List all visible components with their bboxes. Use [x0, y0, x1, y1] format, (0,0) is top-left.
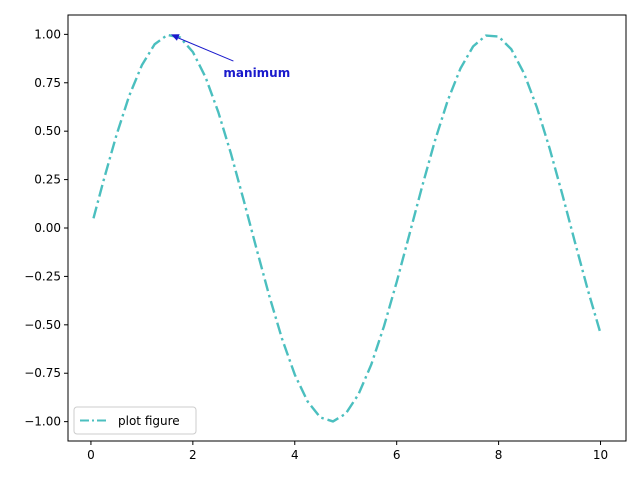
x-tick-label: 4	[291, 448, 299, 462]
x-tick-label: 8	[495, 448, 503, 462]
annotation-arrow-head	[170, 34, 180, 41]
legend-box	[73, 406, 197, 435]
x-tick-label: 6	[393, 448, 401, 462]
legend-label: plot figure	[118, 414, 180, 428]
y-tick-label: −0.75	[24, 366, 61, 380]
x-tick-label: 2	[189, 448, 197, 462]
y-tick-label: −0.50	[24, 318, 61, 332]
annotation-layer: manimum	[170, 34, 290, 80]
y-tick-label: 0.75	[34, 76, 61, 90]
legend: plot figure	[73, 406, 197, 435]
y-tick-label: 0.50	[34, 124, 61, 138]
annotation-arrow-line	[176, 36, 234, 62]
x-axis: 0 2 4 6 8 10	[87, 441, 608, 462]
y-tick-label: −1.00	[24, 415, 61, 429]
annotation-label: manimum	[223, 66, 290, 80]
y-tick-label: 0.00	[34, 221, 61, 235]
plot-area	[68, 15, 626, 441]
y-axis: −1.00 −0.75 −0.50 −0.25 0.00 0.25 0.50 0.75 1.00	[24, 27, 68, 429]
x-tick-label: 0	[87, 448, 95, 462]
y-tick-label: −0.25	[24, 269, 61, 283]
x-tick-label: 10	[593, 448, 608, 462]
y-tick-label: 0.25	[34, 173, 61, 187]
y-tick-label: 1.00	[34, 27, 61, 41]
